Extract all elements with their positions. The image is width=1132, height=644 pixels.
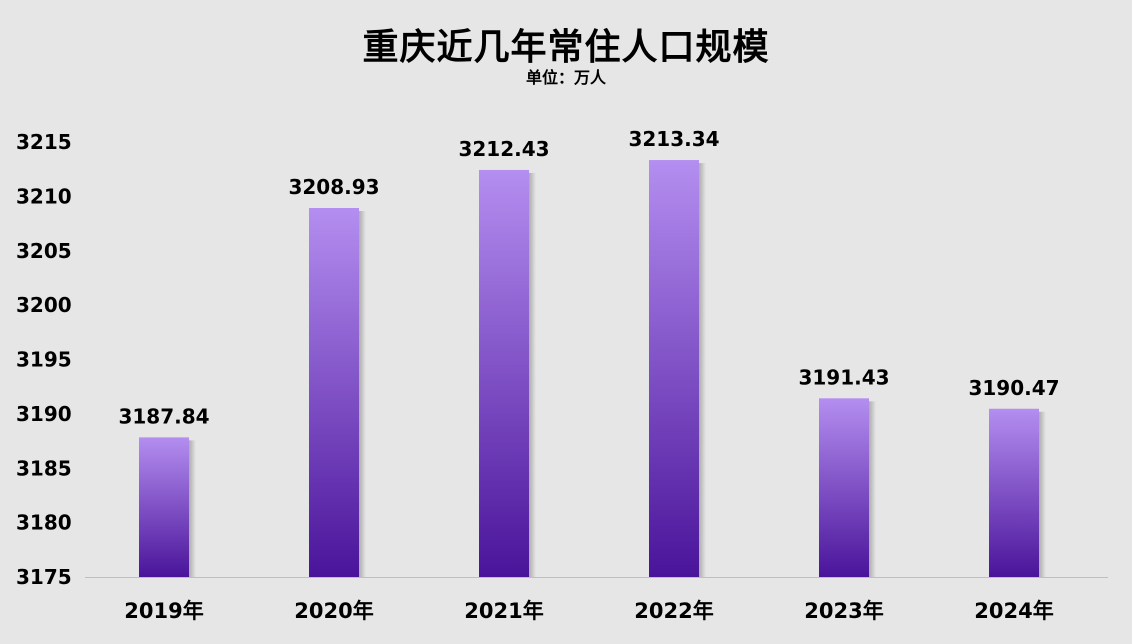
bar-2022年 — [649, 160, 699, 578]
bar-shadow — [359, 211, 366, 578]
bar-shadow — [529, 172, 536, 578]
bar-shadow — [869, 401, 876, 577]
y-tick-label: 3175 — [16, 565, 72, 589]
bar-shadow — [699, 163, 706, 578]
y-tick-label: 3215 — [16, 130, 72, 154]
bar-2021年 — [479, 169, 529, 578]
chart-subtitle: 单位：万人 — [525, 68, 606, 87]
bar-shadow — [1039, 411, 1046, 577]
y-tick-label: 3205 — [16, 239, 72, 263]
x-axis-labels: 2019年 2020年 2021年 2022年 2023年 2024年 — [124, 599, 1053, 623]
data-labels: 3187.84 3208.93 3212.43 3213.34 3191.43 3190.… — [118, 127, 1059, 428]
y-tick-label: 3210 — [16, 184, 72, 208]
chart-title: 重庆近几年常住人口规模 — [362, 27, 770, 68]
data-label: 3191.43 — [798, 365, 889, 389]
bar-2024年 — [989, 408, 1039, 577]
x-tick-label: 2020年 — [294, 599, 373, 623]
bar-2020年 — [309, 208, 359, 578]
y-tick-label: 3195 — [16, 348, 72, 372]
y-axis-ticks: 3175 3180 3185 3190 3195 3200 3205 3210 3215 — [16, 130, 72, 589]
data-label: 3213.34 — [628, 127, 719, 151]
y-tick-label: 3200 — [16, 293, 72, 317]
x-tick-label: 2021年 — [464, 599, 543, 623]
x-tick-label: 2019年 — [124, 599, 203, 623]
y-tick-label: 3190 — [16, 402, 72, 426]
bars — [139, 160, 1046, 578]
y-tick-label: 3180 — [16, 511, 72, 535]
data-label: 3208.93 — [288, 175, 379, 199]
data-label: 3190.47 — [968, 376, 1059, 400]
x-tick-label: 2024年 — [974, 599, 1053, 623]
data-label: 3187.84 — [118, 404, 209, 428]
x-tick-label: 2022年 — [634, 599, 713, 623]
x-tick-label: 2023年 — [804, 599, 883, 623]
bar-2023年 — [819, 398, 869, 577]
y-tick-label: 3185 — [16, 456, 72, 480]
bar-2019年 — [139, 437, 189, 577]
bar-shadow — [189, 440, 196, 577]
data-label: 3212.43 — [458, 137, 549, 161]
